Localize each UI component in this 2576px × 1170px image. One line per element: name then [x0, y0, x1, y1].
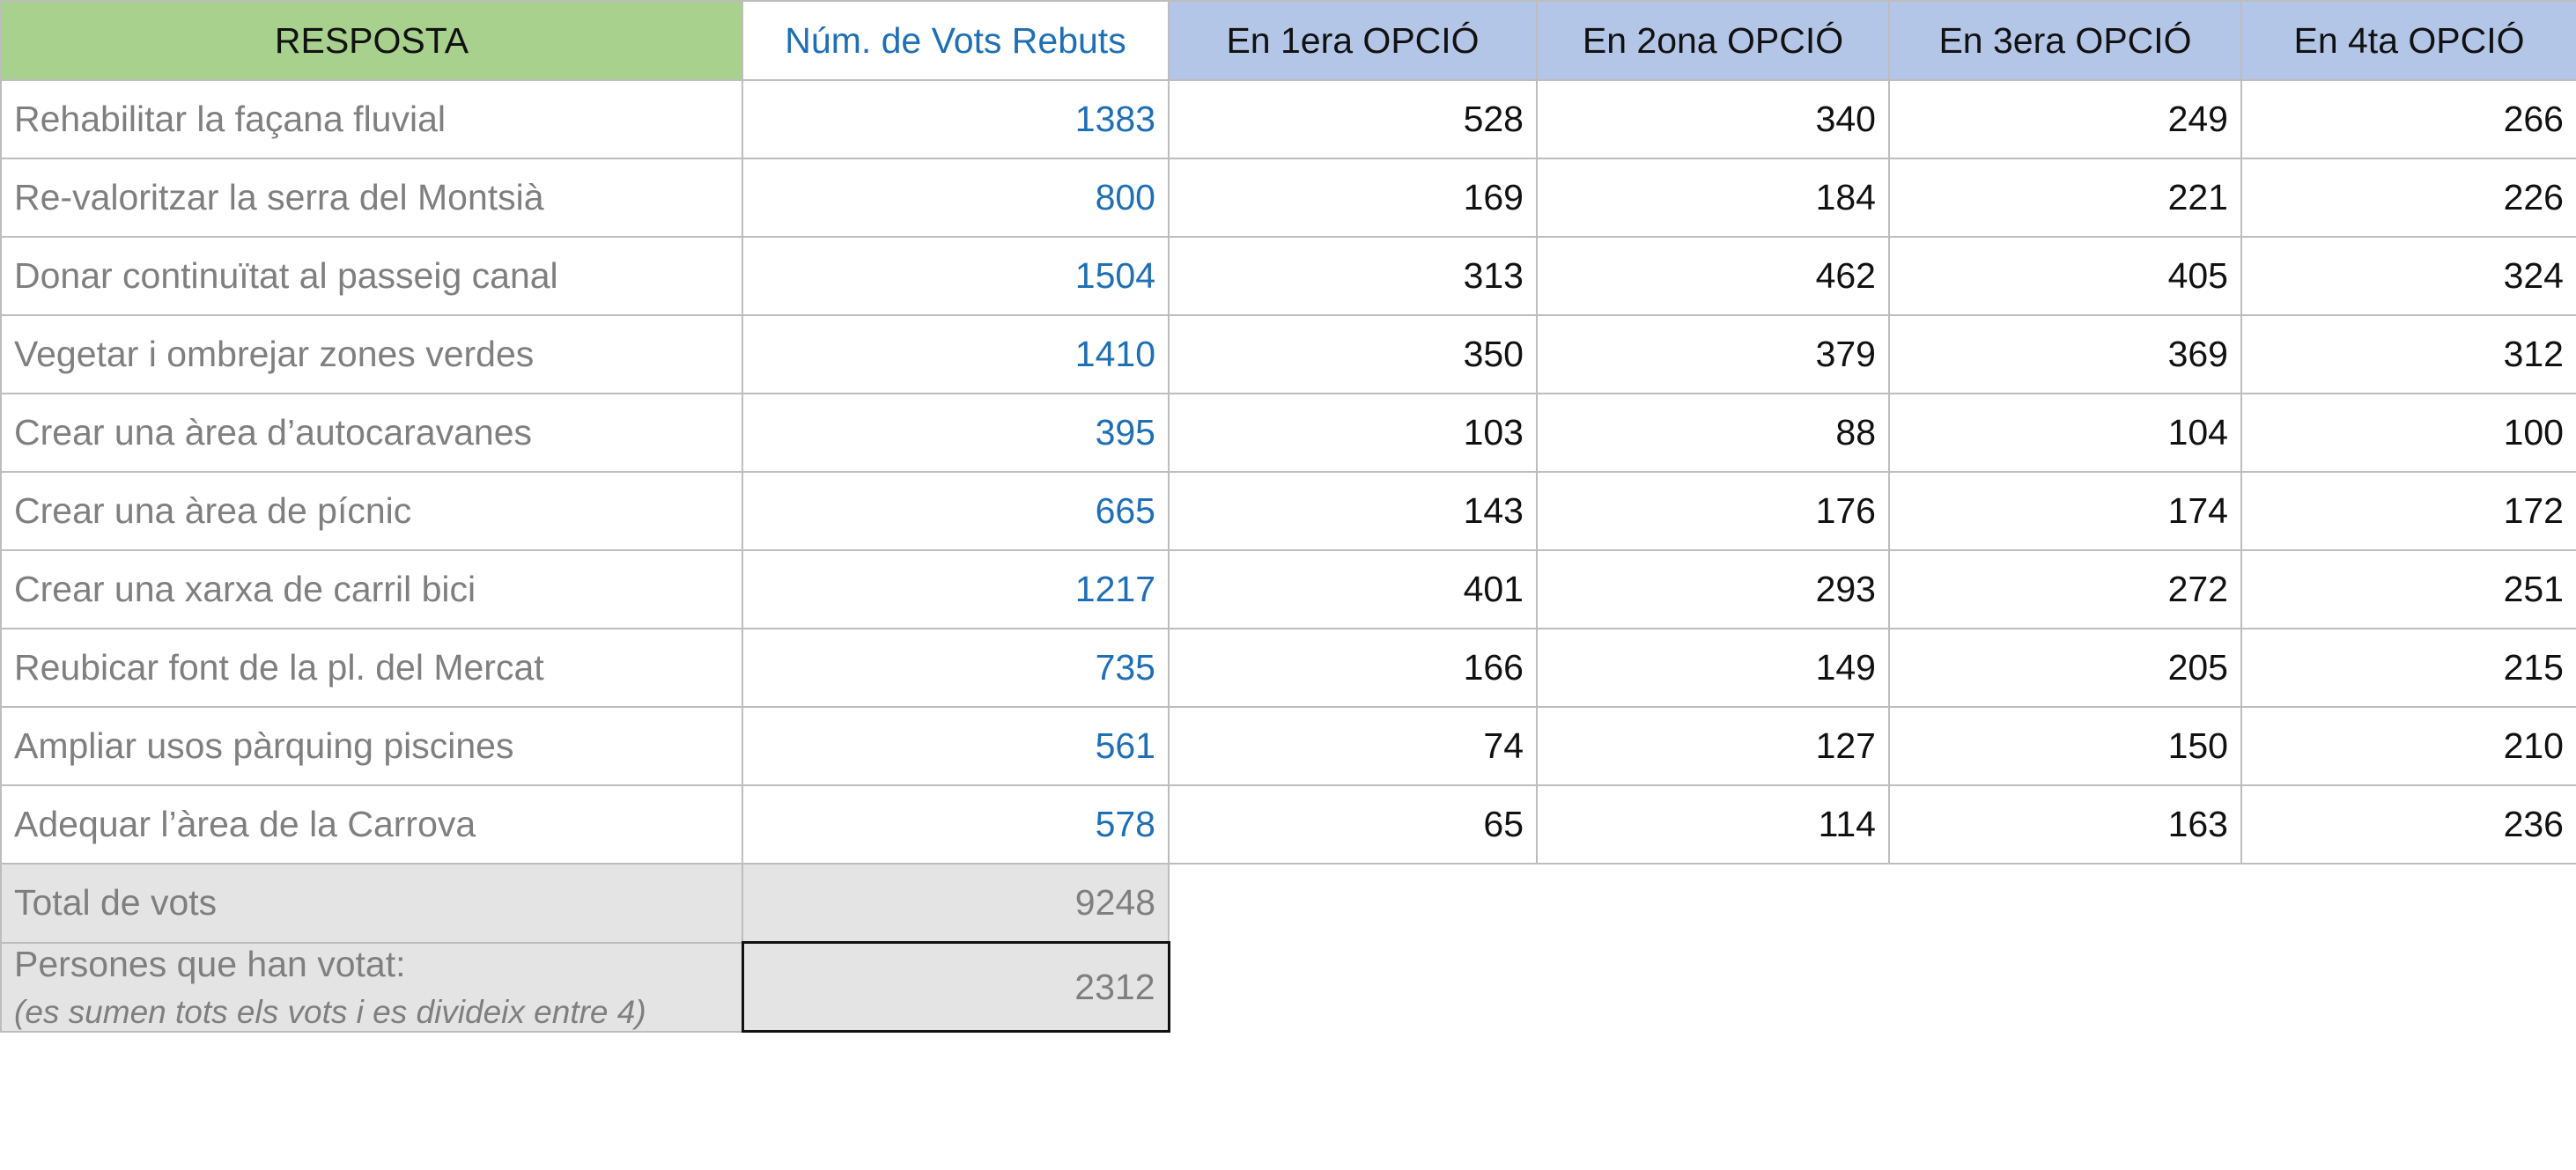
- option-3-cell[interactable]: 163: [1888, 784, 2242, 865]
- header-option-2[interactable]: En 2ona OPCIÓ: [1536, 0, 1890, 81]
- response-label-cell[interactable]: Adequar l’àrea de la Carrova: [0, 784, 743, 865]
- option-3-cell[interactable]: 249: [1888, 79, 2242, 159]
- option-4-cell[interactable]: 266: [2240, 79, 2576, 159]
- table-row: Crear una xarxa de carril bici 1217 401 …: [0, 549, 2576, 629]
- option-2-cell[interactable]: 127: [1536, 706, 1890, 786]
- table-row: Crear una àrea d’autocaravanes 395 103 8…: [0, 393, 2576, 473]
- response-label-cell[interactable]: Crear una àrea d’autocaravanes: [0, 393, 743, 473]
- option-2-cell[interactable]: 462: [1536, 236, 1890, 316]
- votes-cell[interactable]: 395: [742, 393, 1170, 473]
- response-label-cell[interactable]: Ampliar usos pàrquing piscines: [0, 706, 743, 786]
- option-2-cell[interactable]: 176: [1536, 471, 1890, 551]
- votes-cell[interactable]: 735: [742, 628, 1170, 708]
- option-4-cell[interactable]: 236: [2240, 784, 2576, 865]
- option-2-cell[interactable]: 149: [1536, 628, 1890, 708]
- option-1-cell[interactable]: 169: [1168, 158, 1538, 238]
- option-3-cell[interactable]: 405: [1888, 236, 2242, 316]
- response-label-cell[interactable]: Donar continuïtat al passeig canal: [0, 236, 743, 316]
- table-row: Rehabilitar la façana fluvial 1383 528 3…: [0, 79, 2576, 159]
- option-3-cell[interactable]: 205: [1888, 628, 2242, 708]
- blank-area: [1169, 942, 2576, 1032]
- total-label-cell[interactable]: Total de vots: [0, 863, 743, 944]
- option-2-cell[interactable]: 293: [1536, 549, 1890, 629]
- option-1-cell[interactable]: 350: [1168, 314, 1538, 394]
- option-2-cell[interactable]: 184: [1536, 158, 1890, 238]
- votes-cell[interactable]: 578: [742, 784, 1170, 865]
- option-1-cell[interactable]: 166: [1168, 628, 1538, 708]
- option-3-cell[interactable]: 272: [1888, 549, 2242, 629]
- response-label-cell[interactable]: Crear una àrea de pícnic: [0, 471, 743, 551]
- table-row: Adequar l’àrea de la Carrova 578 65 114 …: [0, 784, 2576, 865]
- header-option-1[interactable]: En 1era OPCIÓ: [1168, 0, 1538, 81]
- table-row: Crear una àrea de pícnic 665 143 176 174…: [0, 471, 2576, 551]
- persons-label-cell[interactable]: Persones que han votat: (es sumen tots e…: [0, 941, 743, 1033]
- response-label-cell[interactable]: Crear una xarxa de carril bici: [0, 549, 743, 629]
- option-4-cell[interactable]: 210: [2240, 706, 2576, 786]
- option-4-cell[interactable]: 251: [2240, 549, 2576, 629]
- option-4-cell[interactable]: 100: [2240, 393, 2576, 473]
- option-4-cell[interactable]: 172: [2240, 471, 2576, 551]
- header-votes-received[interactable]: Núm. de Vots Rebuts: [742, 0, 1170, 81]
- persons-note: (es sumen tots els vots i es divideix en…: [14, 993, 646, 1030]
- option-1-cell[interactable]: 65: [1168, 784, 1538, 865]
- response-label-cell[interactable]: Rehabilitar la façana fluvial: [0, 79, 743, 159]
- table-row: Vegetar i ombrejar zones verdes 1410 350…: [0, 314, 2576, 394]
- option-2-cell[interactable]: 340: [1536, 79, 1890, 159]
- option-3-cell[interactable]: 150: [1888, 706, 2242, 786]
- option-1-cell[interactable]: 143: [1168, 471, 1538, 551]
- votes-cell[interactable]: 665: [742, 471, 1170, 551]
- votes-cell[interactable]: 800: [742, 158, 1170, 238]
- option-3-cell[interactable]: 174: [1888, 471, 2242, 551]
- blank-area: [1169, 864, 2576, 943]
- response-label-cell[interactable]: Reubicar font de la pl. del Mercat: [0, 628, 743, 708]
- votes-cell[interactable]: 561: [742, 706, 1170, 786]
- votes-cell[interactable]: 1410: [742, 314, 1170, 394]
- table-row: Reubicar font de la pl. del Mercat 735 1…: [0, 628, 2576, 708]
- option-4-cell[interactable]: 215: [2240, 628, 2576, 708]
- option-2-cell[interactable]: 379: [1536, 314, 1890, 394]
- persons-row: Persones que han votat: (es sumen tots e…: [0, 941, 2576, 1033]
- option-4-cell[interactable]: 226: [2240, 158, 2576, 238]
- header-option-3[interactable]: En 3era OPCIÓ: [1888, 0, 2242, 81]
- header-resposta[interactable]: RESPOSTA: [0, 0, 743, 81]
- response-label-cell[interactable]: Re-valoritzar la serra del Montsià: [0, 158, 743, 238]
- header-option-4[interactable]: En 4ta OPCIÓ: [2240, 0, 2576, 81]
- total-votes-cell[interactable]: 9248: [742, 863, 1170, 944]
- option-1-cell[interactable]: 401: [1168, 549, 1538, 629]
- option-1-cell[interactable]: 528: [1168, 79, 1538, 159]
- option-3-cell[interactable]: 104: [1888, 393, 2242, 473]
- table-row: Re-valoritzar la serra del Montsià 800 1…: [0, 158, 2576, 238]
- total-row: Total de vots 9248: [0, 863, 2576, 944]
- option-1-cell[interactable]: 103: [1168, 393, 1538, 473]
- option-3-cell[interactable]: 221: [1888, 158, 2242, 238]
- option-4-cell[interactable]: 312: [2240, 314, 2576, 394]
- votes-cell[interactable]: 1383: [742, 79, 1170, 159]
- option-1-cell[interactable]: 313: [1168, 236, 1538, 316]
- persons-label: Persones que han votat:: [14, 943, 406, 984]
- persons-value-cell[interactable]: 2312: [741, 941, 1170, 1033]
- option-1-cell[interactable]: 74: [1168, 706, 1538, 786]
- votes-table: RESPOSTA Núm. de Vots Rebuts En 1era OPC…: [0, 0, 2576, 1033]
- response-label-cell[interactable]: Vegetar i ombrejar zones verdes: [0, 314, 743, 394]
- votes-cell[interactable]: 1217: [742, 549, 1170, 629]
- option-2-cell[interactable]: 88: [1536, 393, 1890, 473]
- table-row: Ampliar usos pàrquing piscines 561 74 12…: [0, 706, 2576, 786]
- option-4-cell[interactable]: 324: [2240, 236, 2576, 316]
- option-2-cell[interactable]: 114: [1536, 784, 1890, 865]
- option-3-cell[interactable]: 369: [1888, 314, 2242, 394]
- header-row: RESPOSTA Núm. de Vots Rebuts En 1era OPC…: [0, 0, 2576, 81]
- votes-cell[interactable]: 1504: [742, 236, 1170, 316]
- table-row: Donar continuïtat al passeig canal 1504 …: [0, 236, 2576, 316]
